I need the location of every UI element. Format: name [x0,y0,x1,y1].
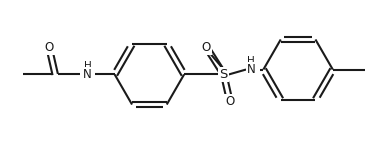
Text: S: S [220,68,228,81]
Text: N: N [83,68,92,81]
Text: N: N [247,63,255,76]
Text: O: O [225,95,235,108]
Text: H: H [247,56,255,66]
Text: H: H [83,61,91,71]
Text: O: O [44,41,54,54]
Text: O: O [202,41,211,54]
